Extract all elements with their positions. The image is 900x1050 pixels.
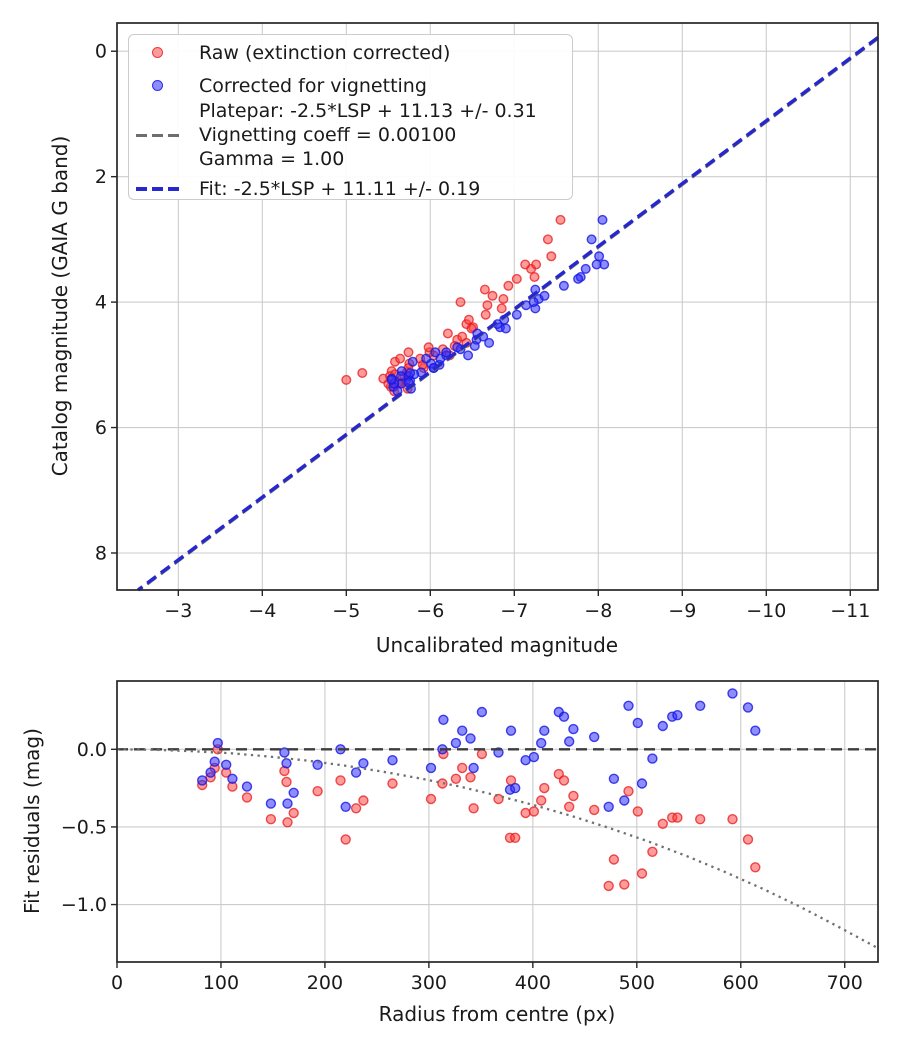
magnitude-calibration-chart: −3 −4 −5 −6 −7 −8 −9 −10 −11 0 2 4 6 8 [95,22,880,622]
bottom-yaxis-label: Fit residuals (mag) [20,728,44,914]
top-xaxis-label: Uncalibrated magnitude [375,633,619,657]
svg-text:6: 6 [95,417,107,439]
svg-text:−8: −8 [584,600,612,622]
svg-text:−10: −10 [746,600,786,622]
svg-text:300: 300 [411,972,447,994]
legend-raw-marker-icon [152,47,163,58]
svg-text:−3: −3 [164,600,192,622]
svg-text:0: 0 [95,41,107,63]
svg-text:8: 8 [95,542,107,564]
svg-text:4: 4 [95,292,107,314]
magnitude-calibration-chart-fit-line [136,36,880,592]
legend-platepar-label-line1: Platepar: -2.5*LSP + 11.13 +/- 0.31 [199,100,537,122]
svg-text:−6: −6 [416,600,444,622]
svg-text:−4: −4 [248,600,276,622]
svg-text:−1.0: −1.0 [61,894,107,916]
svg-text:0.0: 0.0 [77,739,107,761]
fit-residuals-chart-vignetting-model-curve [116,748,877,949]
svg-text:−9: −9 [668,600,696,622]
fit-residuals-chart-ticks: 0 100 200 300 400 500 600 700 0.0 −0.5 −1.0 [61,739,863,994]
fit-residuals-chart: 0 100 200 300 400 500 600 700 0.0 −0.5 −1.0 [61,680,879,994]
svg-text:100: 100 [203,972,239,994]
magnitude-calibration-chart-spines [116,22,879,591]
magnitude-calibration-chart-ticks: −3 −4 −5 −6 −7 −8 −9 −10 −11 0 2 4 6 8 [95,41,870,622]
svg-text:−7: −7 [500,600,528,622]
svg-text:−11: −11 [830,600,870,622]
svg-text:0: 0 [111,972,123,994]
legend-platepar-label-line2: Vignetting coeff = 0.00100 [199,124,457,146]
fit-residuals-chart-spines [116,680,879,963]
bottom-xaxis-label: Radius from centre (px) [378,1002,616,1026]
svg-text:500: 500 [619,972,655,994]
svg-text:−0.5: −0.5 [61,816,107,838]
legend-platepar-dash-icon [136,134,179,137]
fit-residuals-chart-grid [116,681,878,962]
svg-text:700: 700 [827,972,863,994]
legend-raw-label: Raw (extinction corrected) [199,42,451,64]
legend-platepar-label-line3: Gamma = 1.00 [199,148,345,170]
fit-residuals-chart-corrected-residual-points [196,688,761,812]
legend-corrected-marker-icon [152,80,163,91]
svg-text:600: 600 [723,972,759,994]
top-yaxis-label: Catalog magnitude (GAIA G band) [48,135,72,477]
legend-fit-dash-icon [136,187,179,191]
svg-text:−5: −5 [332,600,360,622]
legend: Raw (extinction corrected) Corrected for… [128,34,573,200]
svg-text:200: 200 [307,972,343,994]
legend-fit-label: Fit: -2.5*LSP + 11.11 +/- 0.19 [199,178,481,200]
legend-corrected-label: Corrected for vignetting [199,75,427,97]
svg-text:400: 400 [515,972,551,994]
fit-residuals-chart-raw-residual-points [196,744,761,892]
svg-text:2: 2 [95,166,107,188]
